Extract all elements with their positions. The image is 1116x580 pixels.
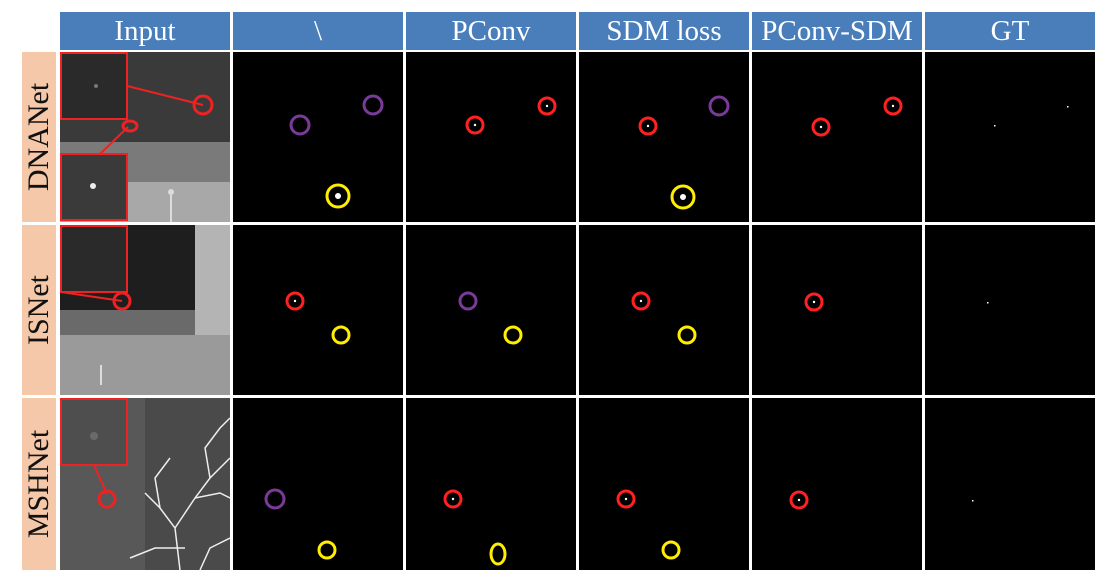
row-label-mshnet: MSHNet [22, 398, 56, 570]
input-image-dnanet [60, 52, 230, 222]
row-label-dnanet: DNANet [22, 52, 56, 222]
result-baseline-isnet [233, 225, 403, 395]
ground-truth-dnanet [925, 52, 1095, 222]
ground-truth-isnet [925, 225, 1095, 395]
result-pconv-dnanet [406, 52, 576, 222]
result-baseline-dnanet [233, 52, 403, 222]
result-pconv-mshnet [406, 398, 576, 570]
col-header-sdm-loss: SDM loss [579, 12, 749, 50]
row-label-isnet: ISNet [22, 225, 56, 395]
col-header-pconv: PConv [406, 12, 576, 50]
result-pconv-sdm-mshnet [752, 398, 922, 570]
result-sdm-loss-isnet [579, 225, 749, 395]
ground-truth-mshnet [925, 398, 1095, 570]
result-pconv-sdm-isnet [752, 225, 922, 395]
input-image-mshnet [60, 398, 230, 570]
result-sdm-loss-dnanet [579, 52, 749, 222]
result-pconv-sdm-dnanet [752, 52, 922, 222]
input-image-isnet [60, 225, 230, 395]
col-header-gt: GT [925, 12, 1095, 50]
col-header-baseline: \ [233, 12, 403, 50]
col-header-input: Input [60, 12, 230, 50]
result-sdm-loss-mshnet [579, 398, 749, 570]
col-header-pconv-sdm: PConv-SDM [752, 12, 922, 50]
result-pconv-isnet [406, 225, 576, 395]
result-baseline-mshnet [233, 398, 403, 570]
